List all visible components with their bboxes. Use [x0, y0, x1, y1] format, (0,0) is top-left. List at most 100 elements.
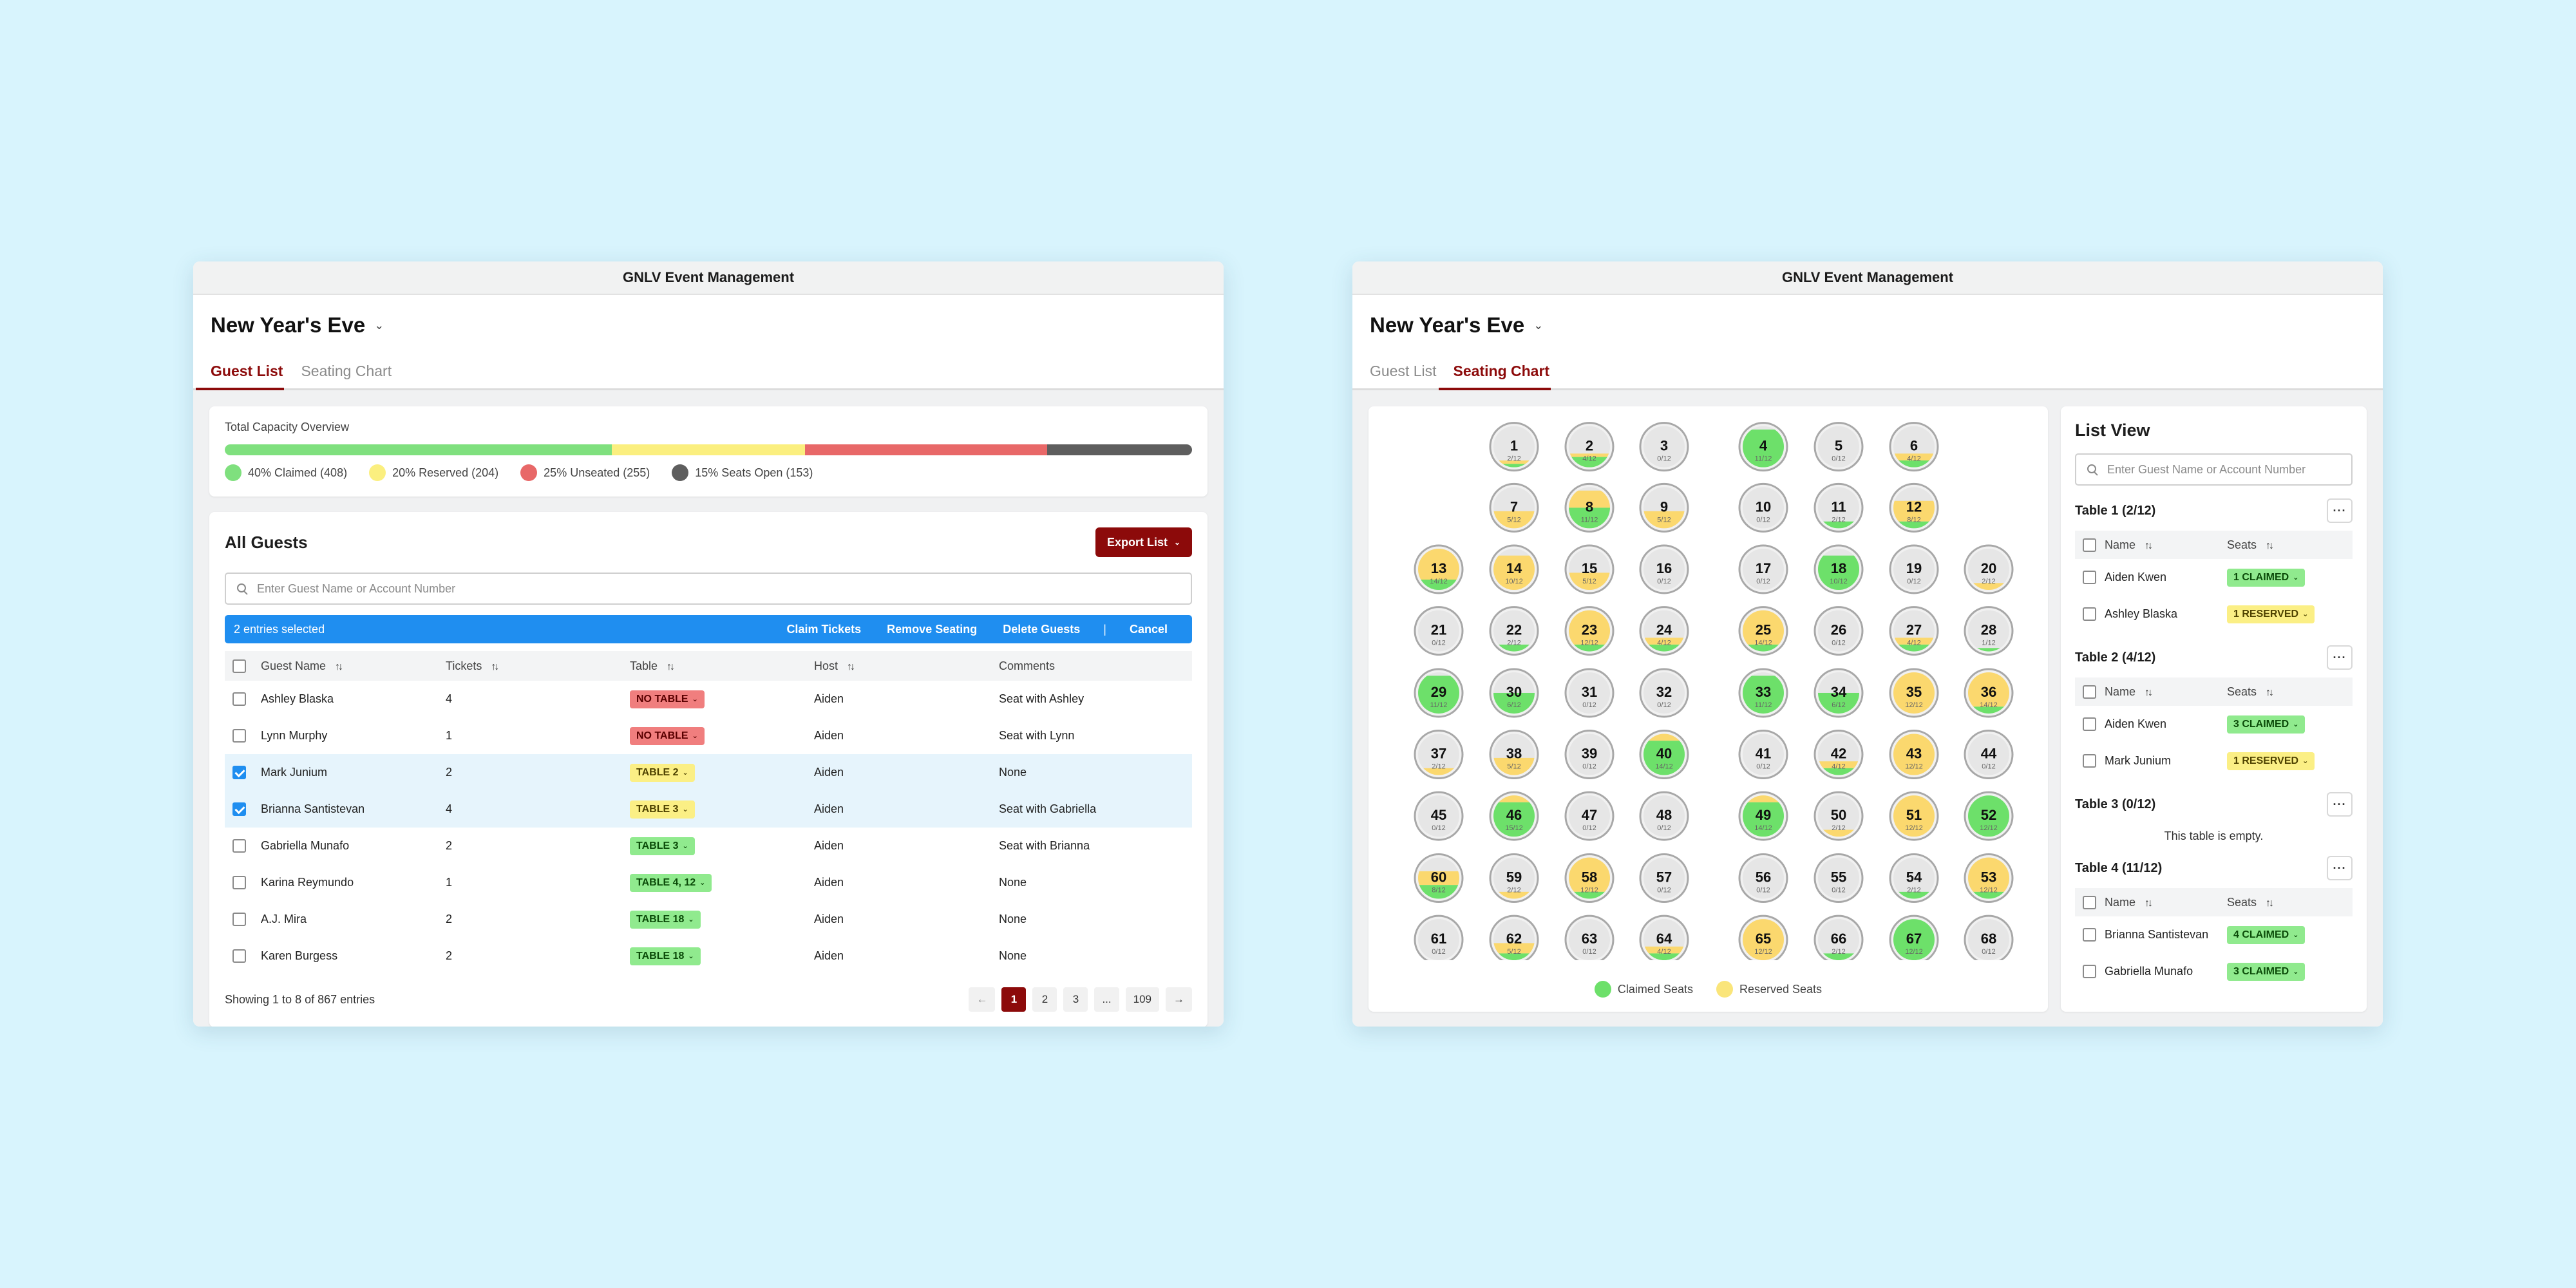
- table-9[interactable]: 95/12: [1639, 482, 1689, 533]
- table-assignment-dropdown[interactable]: NO TABLE ⌄: [630, 726, 705, 745]
- table-row[interactable]: Mark Junium 2 TABLE 2 ⌄ Aiden None: [225, 754, 1192, 791]
- more-options-button[interactable]: ···: [2327, 498, 2353, 523]
- sort-icon[interactable]: ↑↓: [847, 661, 855, 672]
- row-checkbox[interactable]: [2083, 928, 2096, 942]
- event-selector[interactable]: New Year's Eve ⌄: [1370, 313, 1543, 337]
- seat-status-dropdown[interactable]: 1 RESERVED ⌄: [2227, 605, 2315, 623]
- sort-icon[interactable]: ↑↓: [491, 661, 499, 672]
- table-44[interactable]: 440/12: [1964, 730, 2014, 780]
- tab-seating-chart[interactable]: Seating Chart: [301, 363, 392, 379]
- select-all-checkbox[interactable]: [2083, 685, 2096, 699]
- cancel-selection-button[interactable]: Cancel: [1129, 622, 1168, 636]
- col-seats[interactable]: Seats: [2227, 895, 2257, 909]
- table-15[interactable]: 15 5/12: [1564, 544, 1615, 594]
- table-37[interactable]: 372/12: [1414, 730, 1464, 780]
- table-21[interactable]: 210/12: [1414, 606, 1464, 656]
- page-button[interactable]: ...: [1094, 987, 1119, 1012]
- col-table[interactable]: Table: [630, 659, 658, 672]
- claim-tickets-button[interactable]: Claim Tickets: [786, 622, 862, 636]
- row-checkbox[interactable]: [2083, 607, 2096, 621]
- tab-seating-chart[interactable]: Seating Chart: [1438, 363, 1551, 390]
- seat-status-dropdown[interactable]: 3 CLAIMED ⌄: [2227, 962, 2306, 981]
- table-1[interactable]: 12/12: [1489, 422, 1539, 472]
- page-button[interactable]: 3: [1063, 987, 1088, 1012]
- row-checkbox[interactable]: [232, 876, 246, 890]
- table-3[interactable]: 30/12: [1639, 422, 1689, 472]
- seat-status-dropdown[interactable]: 4 CLAIMED ⌄: [2227, 925, 2306, 944]
- table-assignment-dropdown[interactable]: TABLE 2 ⌄: [630, 763, 695, 782]
- remove-seating-button[interactable]: Remove Seating: [887, 622, 978, 636]
- row-checkbox[interactable]: [232, 729, 246, 743]
- table-19[interactable]: 19 0/12: [1889, 544, 1939, 594]
- row-checkbox[interactable]: [232, 913, 246, 927]
- row-checkbox[interactable]: [2083, 754, 2096, 768]
- table-assignment-dropdown[interactable]: TABLE 4, 12 ⌄: [630, 873, 712, 892]
- table-55[interactable]: 550/12: [1814, 853, 1864, 904]
- sort-icon[interactable]: ↑↓: [2145, 687, 2153, 698]
- table-54[interactable]: 542/12: [1889, 853, 1939, 904]
- table-row[interactable]: Karen Burgess 2 TABLE 18 ⌄ Aiden None: [225, 938, 1192, 974]
- table-66[interactable]: 662/12: [1814, 914, 1864, 960]
- table-68[interactable]: 680/12: [1964, 914, 2014, 960]
- col-name[interactable]: Name: [2105, 538, 2136, 551]
- more-options-button[interactable]: ···: [2327, 645, 2353, 670]
- guest-search-input[interactable]: [257, 582, 1180, 596]
- col-host[interactable]: Host: [814, 659, 838, 672]
- table-assignment-dropdown[interactable]: TABLE 3 ⌄: [630, 800, 695, 819]
- page-button[interactable]: 109: [1125, 987, 1159, 1012]
- row-checkbox[interactable]: [2083, 571, 2096, 585]
- table-row[interactable]: A.J. Mira 2 TABLE 18 ⌄ Aiden None: [225, 901, 1192, 938]
- list-item[interactable]: Gabriella Munafo 3 CLAIMED ⌄: [2075, 953, 2353, 990]
- col-guest-name[interactable]: Guest Name: [261, 659, 327, 672]
- table-row[interactable]: Ashley Blaska 4 NO TABLE ⌄ Aiden Seat with As…: [225, 681, 1192, 717]
- row-checkbox[interactable]: [2083, 717, 2096, 732]
- seat-status-dropdown[interactable]: 1 RESERVED ⌄: [2227, 752, 2315, 770]
- table-row[interactable]: Gabriella Munafo 2 TABLE 3 ⌄ Aiden Seat with …: [225, 828, 1192, 864]
- table-row[interactable]: Lynn Murphy 1 NO TABLE ⌄ Aiden Seat with Lynn: [225, 717, 1192, 754]
- select-all-checkbox[interactable]: [232, 659, 246, 673]
- list-item[interactable]: Mark Junium 1 RESERVED ⌄: [2075, 743, 2353, 779]
- table-assignment-dropdown[interactable]: TABLE 18 ⌄: [630, 947, 701, 965]
- table-5[interactable]: 50/12: [1814, 422, 1864, 472]
- delete-guests-button[interactable]: Delete Guests: [1003, 622, 1081, 636]
- table-4[interactable]: 411/12: [1738, 422, 1788, 472]
- col-seats[interactable]: Seats: [2227, 538, 2257, 551]
- table-assignment-dropdown[interactable]: TABLE 18 ⌄: [630, 910, 701, 929]
- table-16[interactable]: 16 0/12: [1639, 544, 1689, 594]
- sort-icon[interactable]: ↑↓: [2145, 897, 2153, 909]
- table-31[interactable]: 310/12: [1564, 668, 1615, 718]
- table-22[interactable]: 222/12: [1489, 606, 1539, 656]
- table-38[interactable]: 385/12: [1489, 730, 1539, 780]
- row-checkbox[interactable]: [232, 802, 246, 817]
- list-item[interactable]: Brianna Santistevan 4 CLAIMED ⌄: [2075, 916, 2353, 953]
- sort-icon[interactable]: ↑↓: [2266, 687, 2274, 698]
- tab-guest-list[interactable]: Guest List: [1370, 363, 1437, 379]
- table-10[interactable]: 100/12: [1738, 482, 1788, 533]
- col-tickets[interactable]: Tickets: [446, 659, 482, 672]
- table-63[interactable]: 630/12: [1564, 914, 1615, 960]
- table-59[interactable]: 592/12: [1489, 853, 1539, 904]
- table-48[interactable]: 480/12: [1639, 791, 1689, 841]
- table-42[interactable]: 424/12: [1814, 730, 1864, 780]
- table-12[interactable]: 128/12: [1889, 482, 1939, 533]
- page-button[interactable]: 2: [1032, 987, 1057, 1012]
- table-row[interactable]: Karina Reymundo 1 TABLE 4, 12 ⌄ Aiden None: [225, 864, 1192, 901]
- next-page-button[interactable]: →: [1166, 987, 1192, 1012]
- table-50[interactable]: 502/12: [1814, 791, 1864, 841]
- row-checkbox[interactable]: [2083, 965, 2096, 979]
- table-7[interactable]: 75/12: [1489, 482, 1539, 533]
- table-14[interactable]: 14 10/12: [1489, 544, 1539, 594]
- list-item[interactable]: Aiden Kwen 3 CLAIMED ⌄: [2075, 706, 2353, 743]
